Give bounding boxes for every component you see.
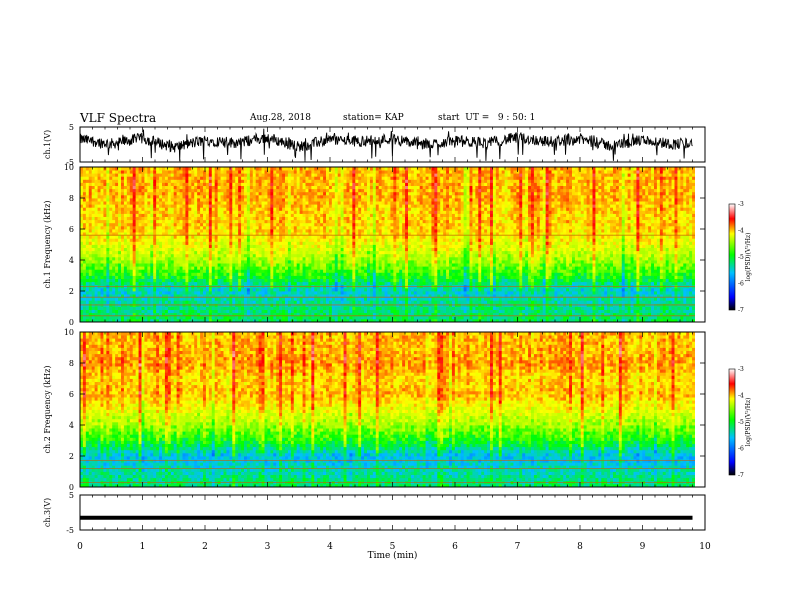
- ch2-spectrogram-colorbar-tick: -5: [738, 419, 744, 426]
- ch1-spectrogram-heatmap: [80, 167, 696, 323]
- ch1-waveform-ytick-label: 5: [69, 123, 74, 132]
- ch2-spectrogram-colorbar-tick: -6: [738, 446, 744, 453]
- date-label: Aug.28, 2018: [250, 113, 311, 123]
- ch2-spectrogram-ytick-label: 2: [69, 452, 74, 461]
- ch1-spectrogram-ytick-label: 10: [64, 163, 74, 172]
- ch2-spectrogram-heatmap: [80, 332, 696, 488]
- xtick-label: 3: [265, 542, 271, 552]
- ch1-waveform-ylabel: ch.1(V): [43, 130, 52, 159]
- ch1-spectrogram-colorbar-tick: -4: [738, 228, 744, 235]
- ch1-spectrogram-ytick-label: 6: [69, 225, 74, 234]
- xtick-label: 5: [390, 542, 396, 552]
- ch1-spectrogram-ytick-label: 8: [69, 194, 74, 203]
- ch1-spectrogram-ytick-label: 0: [69, 318, 74, 327]
- ch1-spectrogram-ytick-label: 4: [69, 256, 74, 265]
- ch1-spectrogram-colorbar-label: log(PSD)(V²/Hz): [745, 233, 752, 282]
- ch2-spectrogram-colorbar-label: log(PSD)(V²/Hz): [745, 398, 752, 447]
- ch2-spectrogram-colorbar-tick: -7: [738, 472, 744, 479]
- ch2-spectrogram-ytick-label: 4: [69, 421, 74, 430]
- x-axis-title: Time (min): [368, 550, 418, 561]
- ch2-spectrogram-colorbar: [728, 368, 736, 476]
- ch2-spectrogram-colorbar-tick: -4: [738, 393, 744, 400]
- xtick-label: 1: [140, 542, 146, 552]
- ch3-waveform-ytick-label: 5: [69, 491, 74, 500]
- ch2-spectrogram-ytick-label: 6: [69, 390, 74, 399]
- ch2-spectrogram-colorbar-tick: -3: [738, 366, 744, 373]
- ch3-waveform-ytick-label: -5: [66, 526, 74, 535]
- xtick-label: 2: [202, 542, 208, 552]
- ch1-waveform-ytick-label: -5: [66, 158, 74, 167]
- xtick-label: 4: [327, 542, 333, 552]
- ch1-spectrogram-ylabel: ch.1 Frequency (kHz): [43, 201, 52, 289]
- ch2-spectrogram-no-data: [695, 332, 705, 487]
- xtick-label: 7: [515, 542, 521, 552]
- ch1-spectrogram-colorbar-tick: -5: [738, 254, 744, 261]
- ch1-spectrogram-colorbar-tick: -7: [738, 307, 744, 314]
- ch3-waveform-ylabel: ch.3(V): [43, 498, 52, 527]
- ch1-waveform-trace: [79, 128, 693, 161]
- xtick-label: 10: [699, 542, 711, 552]
- ch1-spectrogram-colorbar-tick: -6: [738, 281, 744, 288]
- ch1-spectrogram-ytick-label: 2: [69, 287, 74, 296]
- ch2-spectrogram-ytick-label: 10: [64, 328, 74, 337]
- xtick-label: 0: [77, 542, 83, 552]
- ch1-spectrogram-colorbar: [728, 203, 736, 311]
- ch2-spectrogram-ylabel: ch.2 Frequency (kHz): [43, 366, 52, 454]
- start-time-label: start UT = 9 : 50: 1: [438, 113, 535, 123]
- ch1-spectrogram-colorbar-tick: -3: [738, 201, 744, 208]
- figure-title: VLF Spectra: [80, 111, 156, 125]
- ch2-spectrogram-ytick-label: 0: [69, 483, 74, 492]
- station-label: station= KAP: [343, 113, 404, 123]
- xtick-label: 8: [577, 542, 583, 552]
- panel-frame: [79, 494, 706, 531]
- ch1-spectrogram-no-data: [695, 167, 705, 322]
- ch2-spectrogram-ytick-label: 8: [69, 359, 74, 368]
- xtick-label: 9: [640, 542, 646, 552]
- xtick-label: 6: [452, 542, 458, 552]
